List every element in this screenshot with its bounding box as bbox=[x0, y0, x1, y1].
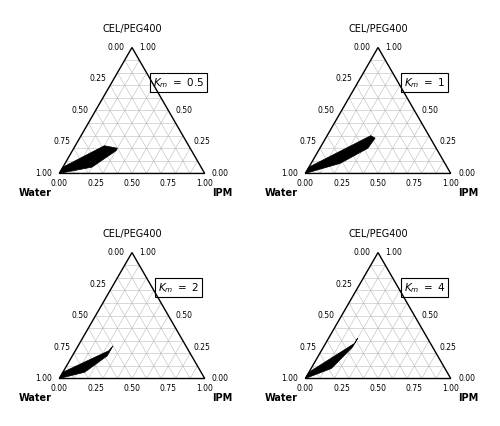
Text: 0.50: 0.50 bbox=[318, 311, 334, 320]
Text: 1.00: 1.00 bbox=[196, 179, 213, 188]
Polygon shape bbox=[60, 146, 118, 173]
Text: Water: Water bbox=[265, 393, 298, 403]
Text: 0.50: 0.50 bbox=[176, 311, 192, 320]
Text: 0.25: 0.25 bbox=[333, 384, 350, 393]
Text: 0.50: 0.50 bbox=[72, 311, 88, 320]
Text: 0.50: 0.50 bbox=[318, 106, 334, 115]
Text: 0.75: 0.75 bbox=[299, 138, 316, 147]
Text: CEL/PEG400: CEL/PEG400 bbox=[102, 24, 162, 35]
Text: 0.00: 0.00 bbox=[354, 43, 371, 52]
Text: 0.75: 0.75 bbox=[53, 343, 70, 351]
Text: 0.75: 0.75 bbox=[299, 343, 316, 351]
Text: CEL/PEG400: CEL/PEG400 bbox=[348, 24, 408, 35]
Text: 1.00: 1.00 bbox=[386, 248, 402, 257]
Text: 0.00: 0.00 bbox=[51, 179, 68, 188]
Text: CEL/PEG400: CEL/PEG400 bbox=[348, 230, 408, 239]
Text: 0.25: 0.25 bbox=[87, 179, 104, 188]
Text: 0.00: 0.00 bbox=[212, 169, 229, 178]
Text: 0.75: 0.75 bbox=[158, 75, 174, 83]
Text: 0.25: 0.25 bbox=[90, 279, 106, 288]
Text: 0.00: 0.00 bbox=[108, 43, 124, 52]
Text: 0.50: 0.50 bbox=[370, 384, 386, 393]
Text: 0.75: 0.75 bbox=[406, 384, 423, 393]
Text: 0.50: 0.50 bbox=[124, 384, 140, 393]
Text: 1.00: 1.00 bbox=[281, 169, 298, 178]
Text: 0.75: 0.75 bbox=[53, 138, 70, 147]
Text: 0.75: 0.75 bbox=[160, 384, 177, 393]
Text: 0.75: 0.75 bbox=[404, 279, 420, 288]
Text: 0.25: 0.25 bbox=[333, 179, 350, 188]
Text: 0.25: 0.25 bbox=[194, 343, 210, 351]
Text: $K_m\ =\ 1$: $K_m\ =\ 1$ bbox=[404, 76, 445, 89]
Text: IPM: IPM bbox=[212, 393, 232, 403]
Text: 0.00: 0.00 bbox=[297, 179, 314, 188]
Text: 1.00: 1.00 bbox=[442, 384, 459, 393]
Text: 0.00: 0.00 bbox=[51, 384, 68, 393]
Text: Water: Water bbox=[265, 188, 298, 198]
Text: 1.00: 1.00 bbox=[442, 179, 459, 188]
Text: 0.25: 0.25 bbox=[87, 384, 104, 393]
Text: 0.00: 0.00 bbox=[354, 248, 371, 257]
Text: 0.50: 0.50 bbox=[422, 106, 438, 115]
Text: $K_m\ =\ 4$: $K_m\ =\ 4$ bbox=[404, 281, 446, 295]
Text: 0.50: 0.50 bbox=[124, 179, 140, 188]
Text: 0.50: 0.50 bbox=[422, 311, 438, 320]
Text: 0.25: 0.25 bbox=[336, 279, 352, 288]
Text: 1.00: 1.00 bbox=[139, 43, 156, 52]
Text: 0.25: 0.25 bbox=[90, 75, 106, 83]
Text: 0.75: 0.75 bbox=[158, 279, 174, 288]
Text: 1.00: 1.00 bbox=[35, 169, 52, 178]
Text: 0.00: 0.00 bbox=[297, 384, 314, 393]
Text: 0.00: 0.00 bbox=[108, 248, 124, 257]
Text: 0.25: 0.25 bbox=[440, 343, 456, 351]
Text: 0.00: 0.00 bbox=[212, 374, 229, 383]
Text: IPM: IPM bbox=[458, 393, 478, 403]
Text: Water: Water bbox=[19, 393, 52, 403]
Text: 0.50: 0.50 bbox=[370, 179, 386, 188]
Text: 1.00: 1.00 bbox=[386, 43, 402, 52]
Text: IPM: IPM bbox=[458, 188, 478, 198]
Text: 1.00: 1.00 bbox=[196, 384, 213, 393]
Text: 0.25: 0.25 bbox=[194, 138, 210, 147]
Text: $K_m\ =\ 0.5$: $K_m\ =\ 0.5$ bbox=[153, 76, 204, 89]
Text: Water: Water bbox=[19, 188, 52, 198]
Text: CEL/PEG400: CEL/PEG400 bbox=[102, 230, 162, 239]
Text: 0.75: 0.75 bbox=[160, 179, 177, 188]
Text: 0.50: 0.50 bbox=[176, 106, 192, 115]
Text: 1.00: 1.00 bbox=[35, 374, 52, 383]
Polygon shape bbox=[306, 135, 375, 173]
Text: $K_m\ =\ 2$: $K_m\ =\ 2$ bbox=[158, 281, 199, 295]
Text: 0.25: 0.25 bbox=[440, 138, 456, 147]
Text: 0.00: 0.00 bbox=[458, 374, 475, 383]
Text: 1.00: 1.00 bbox=[139, 248, 156, 257]
Polygon shape bbox=[60, 346, 113, 379]
Text: 0.25: 0.25 bbox=[336, 75, 352, 83]
Polygon shape bbox=[306, 338, 358, 379]
Text: 0.00: 0.00 bbox=[458, 169, 475, 178]
Text: 0.75: 0.75 bbox=[406, 179, 423, 188]
Text: IPM: IPM bbox=[212, 188, 232, 198]
Text: 1.00: 1.00 bbox=[281, 374, 298, 383]
Text: 0.50: 0.50 bbox=[72, 106, 88, 115]
Text: 0.75: 0.75 bbox=[404, 75, 420, 83]
